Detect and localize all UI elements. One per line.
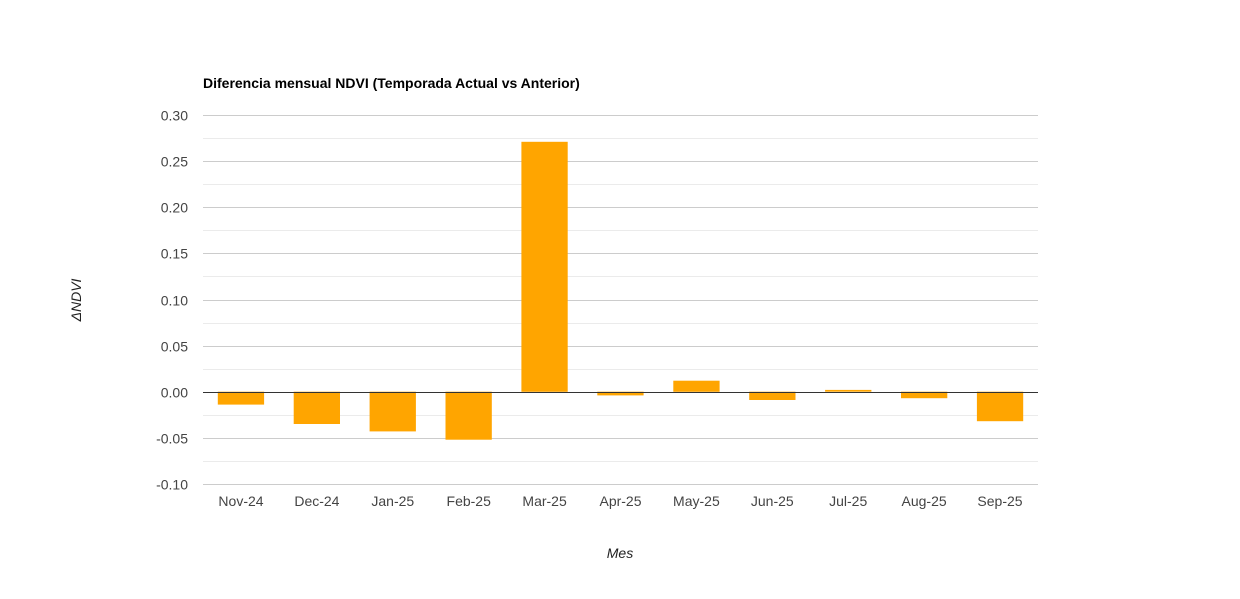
- gridlines: [203, 115, 1038, 485]
- bar-mar-25: [521, 141, 568, 392]
- x-tick-label: Jan-25: [371, 493, 414, 509]
- bar-sep-25: [976, 391, 1024, 422]
- y-axis-title: ΔNDVI: [68, 278, 84, 322]
- y-tick-label: 0.05: [161, 339, 188, 355]
- y-tick-label: 0.00: [161, 385, 188, 401]
- bar-feb-25: [445, 391, 492, 440]
- x-tick-label: May-25: [673, 493, 720, 509]
- y-tick-label: 0.10: [161, 293, 188, 309]
- x-tick-label: Aug-25: [902, 493, 947, 509]
- bar-nov-24: [217, 391, 265, 405]
- bar-jul-25: [825, 389, 872, 392]
- bar-may-25: [673, 380, 720, 392]
- x-tick-label: Jul-25: [829, 493, 867, 509]
- y-tick-label: -0.05: [156, 431, 188, 447]
- y-tick-label: -0.10: [156, 477, 188, 493]
- bar-jun-25: [749, 391, 796, 400]
- bar-apr-25: [597, 391, 644, 396]
- y-tick-label: 0.25: [161, 154, 188, 170]
- x-tick-label: Apr-25: [599, 493, 641, 509]
- bars: [217, 141, 1024, 440]
- x-tick-label: Mar-25: [522, 493, 567, 509]
- y-tick-label: 0.15: [161, 246, 188, 262]
- x-tick-label: Sep-25: [977, 493, 1022, 509]
- x-tick-label: Feb-25: [447, 493, 492, 509]
- x-tick-label: Jun-25: [751, 493, 794, 509]
- chart-title: Diferencia mensual NDVI (Temporada Actua…: [203, 75, 580, 91]
- x-tick-label: Nov-24: [218, 493, 263, 509]
- x-axis-ticks: Nov-24 Dec-24 Jan-25 Feb-25 Mar-25 Apr-25 May-…: [218, 493, 1022, 509]
- bar-dec-24: [293, 391, 340, 424]
- bar-jan-25: [369, 391, 416, 432]
- y-tick-label: 0.20: [161, 200, 188, 216]
- bar-aug-25: [901, 391, 948, 399]
- x-tick-label: Dec-24: [294, 493, 339, 509]
- y-tick-label: 0.30: [161, 108, 188, 124]
- y-axis-ticks: 0.30 0.25 0.20 0.15 0.10 0.05 0.00 -0.05 -0.10: [156, 108, 188, 493]
- x-axis-title: Mes: [607, 545, 633, 561]
